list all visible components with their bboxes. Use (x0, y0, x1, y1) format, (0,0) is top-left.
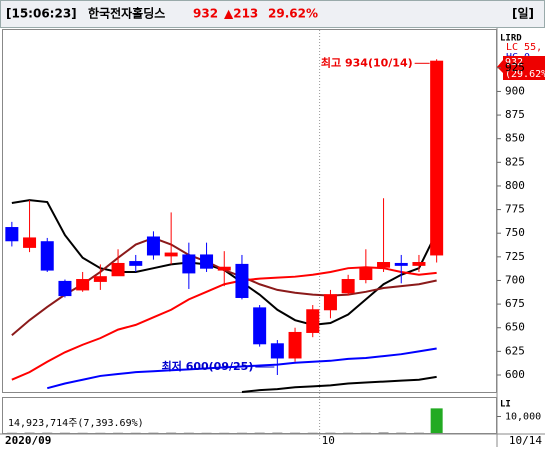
change: ▲213 (224, 7, 258, 21)
volume-bar (130, 432, 141, 434)
y-tick-label: 825 (505, 155, 525, 168)
volume-bar (219, 432, 230, 434)
time: [15:06:23] (6, 7, 77, 21)
y-tick-label: 925 (505, 61, 525, 74)
candle-body (93, 276, 107, 282)
x-tick-label: 10/14 (509, 434, 542, 447)
y-tick-label: 625 (505, 344, 525, 357)
volume-label: 14,923,714주(7,393.69%) (8, 418, 144, 429)
volume-bar (24, 432, 35, 434)
candle-body (58, 280, 72, 297)
candle-body (394, 262, 408, 266)
moving-average (241, 375, 437, 393)
candle-body (253, 307, 267, 345)
x-tick-label: 10 (322, 434, 335, 447)
volume-bar (95, 432, 106, 434)
volume-bar (290, 432, 301, 434)
volume-bar (254, 432, 265, 434)
annotation-low: 최저 600(09/25) (162, 359, 254, 373)
price-marker (497, 56, 545, 80)
y-tick-label: 800 (505, 179, 525, 192)
candle-body (235, 263, 249, 298)
y-tick-label: 675 (505, 297, 525, 310)
volume-bar (343, 432, 354, 434)
volume-tick-label: 10,000 (505, 412, 541, 423)
header-bar (0, 0, 545, 28)
price: 932 (193, 7, 218, 21)
marker-price: 932 (505, 57, 523, 68)
volume-bar (413, 432, 424, 434)
candle-body (5, 227, 19, 242)
side-lc: LC 55, (506, 42, 542, 53)
candle-body (270, 343, 284, 359)
candle-body (377, 262, 391, 268)
candle-body (129, 261, 143, 266)
candle-body (76, 279, 90, 291)
volume-bar (59, 432, 70, 434)
y-tick-label: 650 (505, 321, 525, 334)
volume-bar (236, 432, 247, 434)
candle-body (288, 331, 302, 359)
volume-bar (325, 432, 336, 434)
volume-bar (360, 432, 371, 434)
volume-bar (183, 432, 194, 434)
period: [일] (512, 7, 534, 21)
x-tick-label: 2020/09 (5, 434, 51, 447)
candle-body (341, 279, 355, 294)
side-flags: LIRD (500, 34, 522, 44)
candle-body (182, 254, 196, 274)
candle-body (217, 266, 231, 271)
volume-bar (307, 432, 318, 434)
y-tick-label: 700 (505, 273, 525, 286)
candle-body (306, 309, 320, 333)
y-tick-label: 850 (505, 132, 525, 145)
y-tick-label: 875 (505, 108, 525, 121)
volume-bar (113, 432, 124, 434)
volume-bar (166, 432, 177, 434)
volume-bar (378, 432, 389, 434)
stock-name: 한국전자홀딩스 (88, 6, 165, 21)
candle-body (430, 60, 444, 256)
volume-bar (42, 432, 53, 434)
candle-body (412, 262, 426, 266)
change-rate: 29.62% (268, 7, 318, 21)
volume-bar (77, 432, 88, 434)
y-tick-label: 725 (505, 250, 525, 263)
candle-body (200, 254, 214, 269)
volume-bar (272, 432, 283, 434)
volume-flags: LI (500, 400, 511, 410)
y-tick-label: 750 (505, 226, 525, 239)
y-tick-label: 600 (505, 368, 525, 381)
volume-bar (396, 432, 407, 434)
candle-body (146, 236, 160, 256)
y-tick-label: 775 (505, 203, 525, 216)
volume-bar (430, 408, 443, 433)
moving-average (46, 347, 437, 390)
volume-bar (201, 432, 212, 434)
marker-rate: (29.62% (505, 69, 545, 80)
candle-body (164, 252, 178, 257)
candle-body (40, 241, 54, 271)
candle-body (359, 267, 373, 281)
candle-body (323, 294, 337, 311)
volume-bar (148, 432, 159, 434)
candle-body (111, 262, 125, 277)
annotation-high: 최고 934(10/14) (321, 55, 413, 69)
y-tick-label: 900 (505, 84, 525, 97)
volume-bar (6, 432, 17, 434)
candle-body (23, 237, 37, 248)
